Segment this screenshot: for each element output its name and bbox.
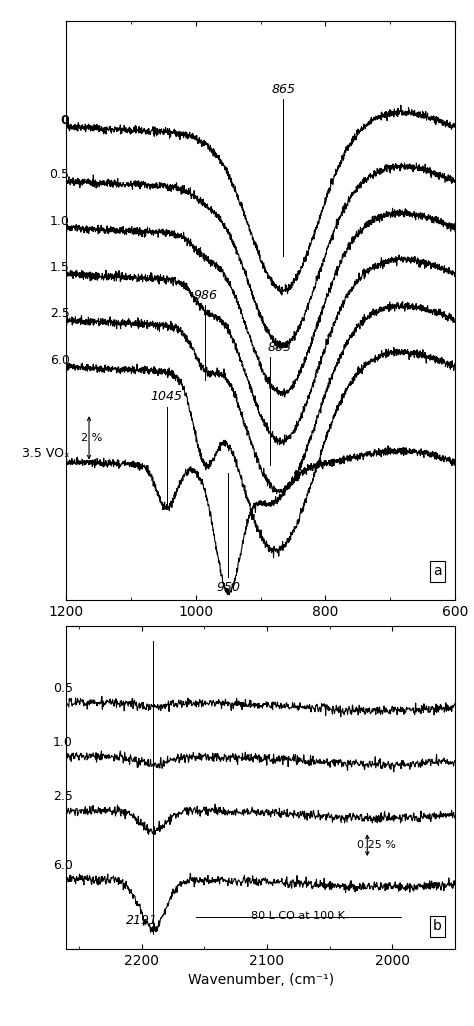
Text: 6.0: 6.0 xyxy=(53,859,73,872)
Text: 885: 885 xyxy=(267,342,291,354)
Text: 0.5: 0.5 xyxy=(53,682,73,696)
Text: 2.5: 2.5 xyxy=(53,790,73,802)
Text: 0: 0 xyxy=(61,114,70,127)
Text: 80 L CO at 100 K: 80 L CO at 100 K xyxy=(251,911,345,920)
Text: 2 %: 2 % xyxy=(81,433,102,443)
X-axis label: Wavenumber, (cm⁻¹): Wavenumber, (cm⁻¹) xyxy=(188,974,334,987)
Text: 1045: 1045 xyxy=(151,390,183,403)
Text: 2191: 2191 xyxy=(126,914,158,928)
Text: 1.0: 1.0 xyxy=(53,736,73,749)
Text: b: b xyxy=(433,919,442,934)
Text: a: a xyxy=(433,564,442,579)
Text: 1.5: 1.5 xyxy=(50,261,70,274)
Text: 2.5: 2.5 xyxy=(50,308,70,320)
Text: 1.0: 1.0 xyxy=(50,214,70,228)
Text: 3.5 VOₓ: 3.5 VOₓ xyxy=(22,446,70,460)
Text: 865: 865 xyxy=(272,83,295,96)
Text: 950: 950 xyxy=(216,581,240,594)
Text: 0.25 %: 0.25 % xyxy=(357,840,396,851)
Text: 986: 986 xyxy=(193,289,217,302)
Text: 6.0: 6.0 xyxy=(50,354,70,366)
Text: 0.5: 0.5 xyxy=(50,168,70,182)
